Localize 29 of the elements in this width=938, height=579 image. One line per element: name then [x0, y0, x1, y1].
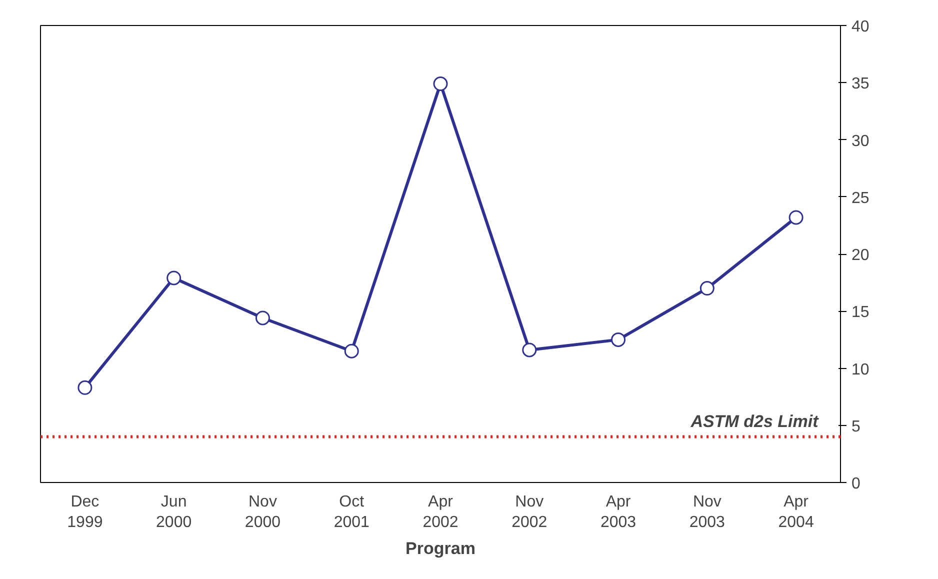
point — [166, 270, 182, 286]
x-tick-label: Oct 2001 — [334, 494, 370, 531]
point — [344, 344, 359, 358]
y-tick-label: 5 — [852, 418, 860, 436]
x-tick-label: Apr 2003 — [600, 494, 636, 531]
y-tick-label: 30 — [852, 132, 870, 150]
x-tick-label: Nov 2002 — [512, 494, 548, 531]
point — [700, 281, 714, 296]
x-tick-label: Apr 2002 — [422, 494, 458, 531]
x-tick-label: Jun 2000 — [156, 494, 192, 531]
y-tick-label: 20 — [852, 247, 870, 264]
point — [522, 342, 537, 358]
point — [255, 310, 270, 326]
x-tick-label: Nov 2000 — [244, 494, 281, 531]
y-tick-label: 25 — [852, 190, 870, 207]
point — [78, 380, 92, 395]
x-tick-label: Dec 1999 — [67, 494, 103, 531]
y-tick-label: 0 — [852, 476, 860, 492]
y-tick-label: 10 — [852, 361, 870, 378]
ref-line-label: ASTM d2s Limit — [690, 412, 820, 431]
x-tick-label: Apr 2004 — [778, 494, 814, 531]
x-tick-label: Nov 2003 — [689, 494, 726, 531]
point — [788, 210, 804, 225]
x-axis-title: Program — [406, 538, 476, 558]
y-tick-label: 15 — [852, 304, 870, 322]
y-tick-label: 35 — [852, 76, 870, 93]
point — [611, 332, 626, 347]
y-tick-label: 40 — [852, 18, 870, 36]
point — [433, 76, 448, 92]
